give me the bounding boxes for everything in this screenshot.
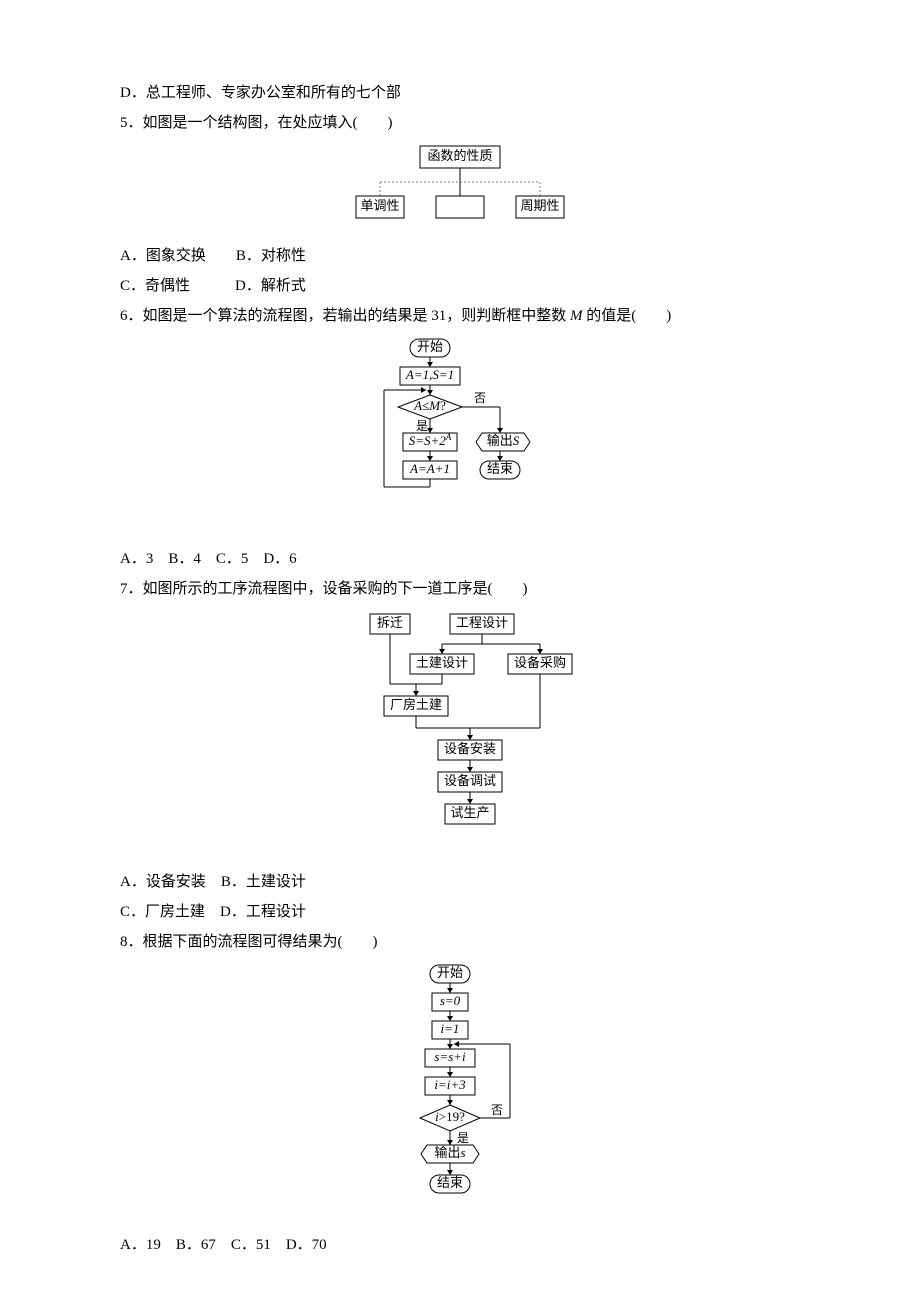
svg-text:A≤M?: A≤M? [413, 398, 446, 413]
q5-diagram: 函数的性质 单调性 周期性 [120, 144, 800, 235]
q8-diagram: 开始 s=0 i=1 s=s+i i=i+3 i>19? 否 是 输出s 结束 [120, 963, 800, 1224]
svg-text:否: 否 [491, 1103, 503, 1117]
q8-stem: 8．根据下面的流程图可得结果为( ) [120, 927, 800, 957]
svg-text:拆迁: 拆迁 [377, 615, 403, 630]
svg-text:设备安装: 设备安装 [444, 741, 496, 756]
q7-option-c: C．厂房土建 [120, 904, 205, 920]
q5-option-a: A．图象交换 [120, 248, 206, 264]
q7-stem: 7．如图所示的工序流程图中，设备采购的下一道工序是( ) [120, 574, 800, 604]
q7-option-b: B．土建设计 [221, 874, 306, 890]
q5-left: 单调性 [360, 198, 399, 213]
q7-options-row2: C．厂房土建 D．工程设计 [120, 897, 800, 927]
svg-text:s=s+i: s=s+i [434, 1049, 466, 1064]
q7-diagram: 拆迁 工程设计 土建设计 设备采购 厂房土建 设备安装 设备调试 试生产 [120, 610, 800, 861]
q5-right: 周期性 [520, 198, 559, 213]
svg-text:s=0: s=0 [440, 993, 461, 1008]
svg-text:结束: 结束 [437, 1175, 463, 1190]
svg-text:工程设计: 工程设计 [456, 615, 508, 630]
q6-diagram: 开始 A=1,S=1 A≤M? 是 S=S+2A A=A+1 否 输出S 结束 [120, 337, 800, 538]
q5-stem: 5．如图是一个结构图，在处应填入( ) [120, 108, 800, 138]
svg-text:是: 是 [416, 419, 428, 433]
q6-choices: A．3 B．4 C．5 D．6 [120, 544, 800, 574]
svg-text:A=A+1: A=A+1 [409, 461, 450, 476]
svg-text:否: 否 [474, 391, 486, 405]
svg-text:厂房土建: 厂房土建 [390, 697, 442, 712]
q5-root: 函数的性质 [427, 148, 492, 163]
q5-option-c: C．奇偶性 [120, 278, 190, 294]
svg-text:输出S: 输出S [487, 433, 520, 448]
q5-option-b: B．对称性 [236, 248, 306, 264]
svg-text:i=1: i=1 [441, 1021, 460, 1036]
q5-options-row1: A．图象交换 B．对称性 [120, 241, 800, 271]
svg-text:A=1,S=1: A=1,S=1 [405, 367, 454, 382]
q5-options-row2: C．奇偶性 D．解析式 [120, 271, 800, 301]
q5-option-d: D．解析式 [235, 278, 306, 294]
svg-text:开始: 开始 [417, 339, 443, 354]
svg-text:S=S+2A: S=S+2A [409, 432, 452, 448]
q7-options-row1: A．设备安装 B．土建设计 [120, 867, 800, 897]
svg-text:土建设计: 土建设计 [416, 655, 468, 670]
svg-text:i=i+3: i=i+3 [434, 1077, 466, 1092]
q6-stem: 6．如图是一个算法的流程图，若输出的结果是 31，则判断框中整数 M 的值是( … [120, 301, 800, 331]
svg-text:设备调试: 设备调试 [444, 773, 496, 788]
svg-text:是: 是 [457, 1131, 469, 1145]
svg-text:试生产: 试生产 [450, 805, 489, 820]
svg-text:i>19?: i>19? [435, 1109, 465, 1124]
q7-option-d: D．工程设计 [220, 904, 306, 920]
q7-option-a: A．设备安装 [120, 874, 206, 890]
svg-text:设备采购: 设备采购 [514, 655, 566, 670]
q8-choices: A．19 B．67 C．51 D．70 [120, 1230, 800, 1260]
svg-text:结束: 结束 [487, 461, 513, 476]
svg-text:开始: 开始 [437, 965, 463, 980]
svg-text:输出s: 输出s [434, 1145, 465, 1160]
q4-option-d: D．总工程师、专家办公室和所有的七个部 [120, 78, 800, 108]
